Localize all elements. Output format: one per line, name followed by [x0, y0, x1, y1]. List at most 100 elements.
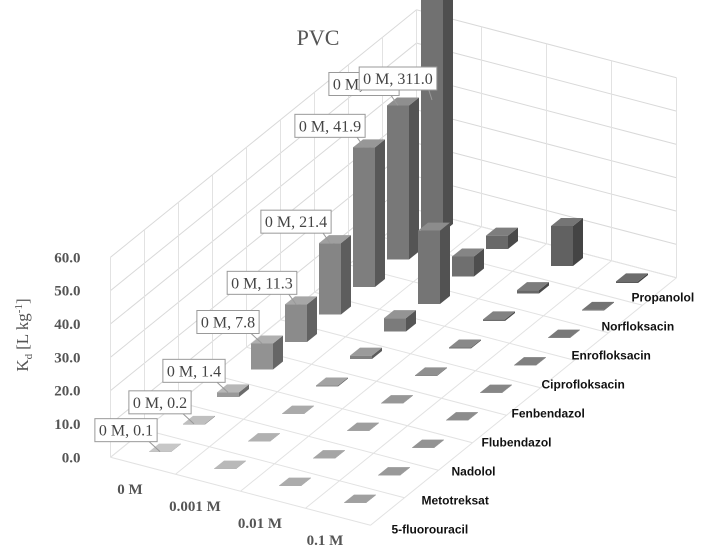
bar	[248, 433, 280, 442]
bar	[551, 218, 583, 266]
value-label-leader	[428, 89, 433, 101]
value-label-box	[94, 418, 158, 443]
bar	[313, 450, 345, 459]
bar-front	[616, 281, 638, 283]
x-tick-label: 0.001 M	[169, 499, 221, 515]
bar-top	[582, 301, 614, 310]
bar-front	[483, 319, 505, 321]
bar	[486, 227, 518, 249]
bar-top	[381, 395, 413, 404]
category-label: Ciprofloksacin	[542, 378, 625, 392]
bar-side	[539, 282, 549, 294]
bar-side	[508, 227, 518, 249]
bar-side	[409, 97, 419, 260]
bar-front	[486, 235, 508, 249]
value-label-leader	[356, 137, 365, 148]
bar-front	[285, 304, 307, 342]
bar-top	[517, 282, 549, 291]
y-label-subscript: d	[23, 353, 35, 359]
bar	[217, 384, 249, 397]
bar-side	[366, 494, 376, 503]
value-label-leader	[250, 333, 263, 344]
y-tick-label: 30.0	[54, 350, 80, 366]
bar-side	[403, 395, 413, 404]
value-label-box	[260, 209, 332, 234]
bar-front	[353, 147, 375, 287]
bar-top	[387, 97, 419, 106]
value-label: 0 M, 7.8	[201, 315, 255, 332]
bar-top	[285, 296, 317, 305]
value-label-leader	[390, 95, 399, 106]
value-label-leader	[216, 381, 229, 393]
value-label-box	[196, 310, 260, 334]
x-tick-label: 0.1 M	[307, 533, 344, 548]
category-label: Flubendazol	[482, 436, 552, 450]
bar-side	[474, 248, 484, 277]
bar-side	[468, 412, 478, 421]
bar	[616, 273, 648, 283]
value-label-box	[162, 358, 226, 383]
bar-top	[319, 235, 351, 244]
bar	[415, 367, 447, 376]
bar-side	[505, 311, 515, 321]
bar	[548, 329, 580, 338]
category-label: Metotreksat	[422, 494, 489, 508]
bar-top	[183, 415, 215, 424]
bar-top	[446, 412, 478, 421]
bar	[319, 235, 351, 315]
bar-side	[375, 139, 385, 287]
bar-top	[353, 139, 385, 148]
value-label: 0 M, 1.4	[167, 363, 221, 380]
bar	[285, 296, 317, 342]
bar	[353, 139, 385, 287]
bar	[384, 310, 416, 332]
category-label: Propanolol	[632, 291, 695, 305]
bar-side	[372, 347, 382, 359]
bar	[517, 282, 549, 294]
bar-top	[149, 443, 181, 452]
value-label-box	[294, 113, 366, 138]
bar	[514, 357, 546, 366]
bar-side	[239, 384, 249, 397]
bar-side	[338, 377, 348, 387]
value-label: 0 M, 311.0	[363, 71, 433, 88]
bar-front	[421, 0, 443, 232]
bar-side	[437, 367, 447, 376]
bar-top	[251, 335, 283, 344]
bar	[483, 311, 515, 321]
bar	[149, 443, 181, 452]
bar-top	[548, 329, 580, 338]
bar-side	[400, 467, 410, 476]
bar	[412, 439, 444, 448]
bar-top	[616, 273, 648, 282]
value-label-box	[128, 390, 192, 415]
bar-top	[483, 311, 515, 320]
bar	[282, 405, 314, 414]
bar-side	[471, 339, 481, 349]
y-tick-label: 0.0	[62, 450, 81, 466]
bar-top	[384, 310, 416, 319]
bar	[449, 339, 481, 349]
bar-side	[369, 422, 379, 431]
bar-side	[573, 218, 583, 266]
bar-top	[217, 384, 249, 393]
x-tick-label: 0 M	[117, 482, 142, 498]
bar	[387, 97, 419, 260]
bar-front	[350, 355, 372, 359]
bar-front	[384, 318, 406, 332]
bar-top	[350, 347, 382, 356]
bar-front	[418, 230, 440, 304]
bar-side	[570, 329, 580, 338]
bar-side	[440, 222, 450, 304]
x-tick-label: 0.01 M	[238, 516, 282, 532]
bar-side	[406, 310, 416, 332]
bar-front	[452, 256, 474, 277]
bar-top	[313, 450, 345, 459]
bar-top	[316, 377, 348, 386]
bar-side	[434, 439, 444, 448]
bar-top	[418, 222, 450, 231]
bar-top	[214, 460, 246, 469]
floor-line	[370, 277, 677, 526]
bar-top	[378, 467, 410, 476]
